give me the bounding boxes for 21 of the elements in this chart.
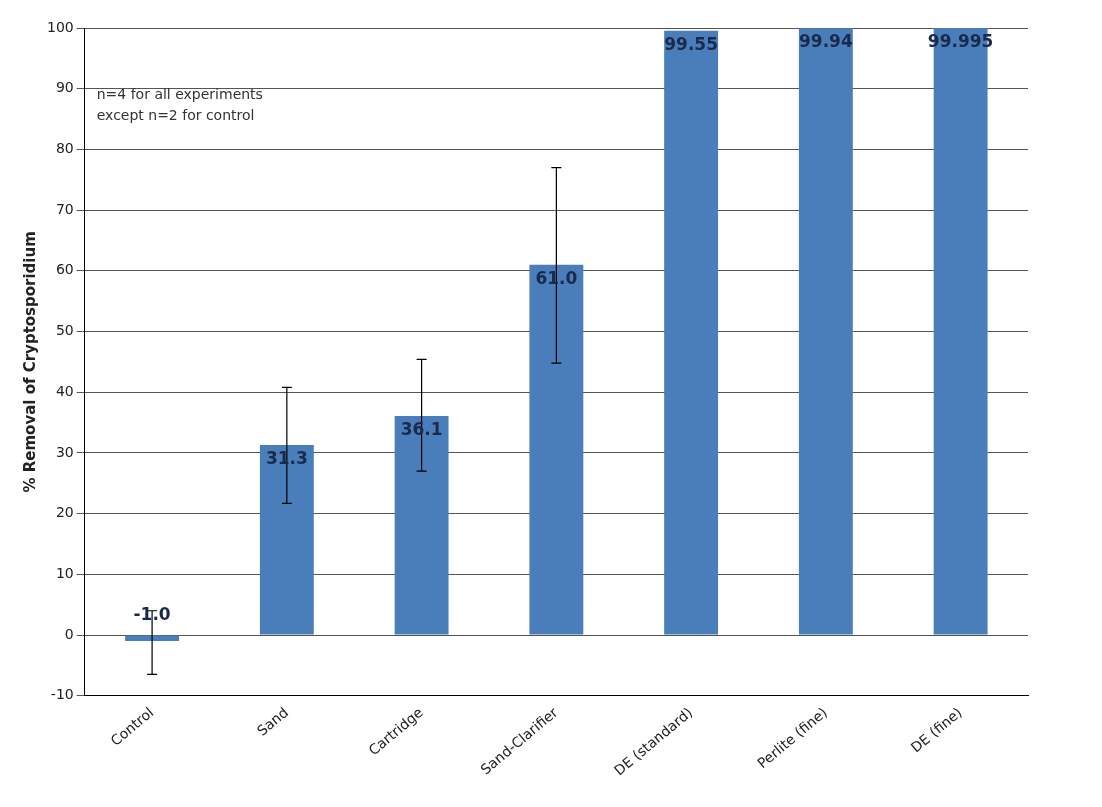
annotation: n=4 for all experiments except n=2 for control (96, 85, 263, 123)
data-label: 99.94 (798, 31, 853, 52)
y-tick-label: 20 (55, 504, 74, 521)
y-tick-label: 0 (64, 625, 74, 642)
y-axis-title: % Removal of Cryptosporidium (20, 231, 39, 493)
y-tick-label: 10 (55, 564, 74, 581)
bar (394, 415, 449, 635)
data-label: 99.55 (664, 33, 719, 54)
y-tick-label: 80 (55, 140, 74, 157)
y-tick-label: 90 (55, 79, 74, 96)
bar (798, 28, 853, 635)
y-tick-label: 40 (55, 382, 74, 399)
y-tick-label: 60 (55, 261, 74, 278)
y-tick-label: 70 (55, 200, 74, 217)
y-tick-label: -10 (50, 686, 74, 703)
y-tick-label: 100 (46, 18, 74, 35)
bar (529, 264, 584, 635)
bar (259, 445, 314, 635)
y-tick-label: 50 (55, 322, 74, 339)
y-tick-label: 30 (55, 443, 74, 460)
bar (664, 30, 719, 635)
